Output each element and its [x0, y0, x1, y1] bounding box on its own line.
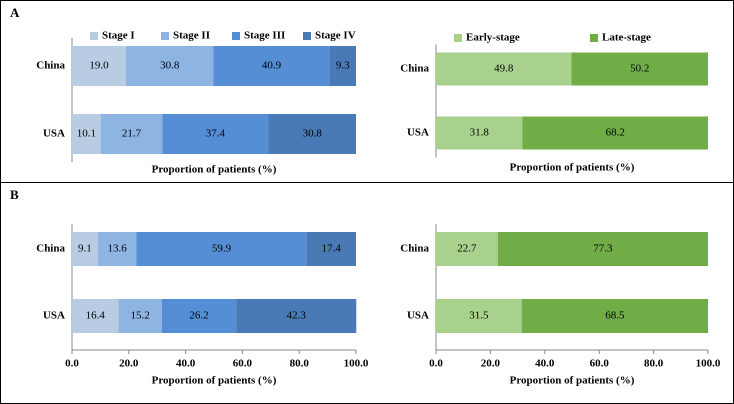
- value-label: 22.7: [457, 243, 477, 255]
- value-label: 9.1: [78, 243, 92, 255]
- category-label: China: [400, 63, 429, 75]
- legend-swatch: [232, 32, 240, 40]
- value-label: 15.2: [131, 310, 150, 322]
- bar-segment: [97, 232, 137, 266]
- bar-segment: [521, 299, 708, 333]
- bar-segment: [436, 299, 522, 333]
- x-tick-label: 20.0: [481, 358, 501, 370]
- x-tick-label: 80.0: [644, 358, 664, 370]
- legend-label: Stage IV: [315, 30, 356, 42]
- bar-segment: [571, 52, 708, 86]
- legend-swatch: [454, 34, 462, 42]
- legend-swatch: [161, 32, 169, 40]
- value-label: 16.4: [86, 310, 106, 322]
- bar-segment: [72, 46, 126, 86]
- x-tick-label: 40.0: [176, 358, 196, 370]
- bar-segment: [306, 232, 356, 266]
- value-label: 13.6: [108, 243, 128, 255]
- bar-segment: [329, 46, 356, 86]
- value-label: 68.5: [605, 310, 625, 322]
- value-label: 68.2: [606, 127, 625, 139]
- bar-segment: [125, 46, 214, 86]
- value-label: 10.1: [77, 128, 96, 140]
- bar-segment: [118, 299, 162, 333]
- bar-segment: [136, 232, 307, 266]
- category-label: USA: [43, 128, 65, 140]
- x-axis-label: Proportion of patients (%): [510, 162, 635, 174]
- bar-segment: [72, 232, 98, 266]
- x-tick-label: 0.0: [65, 358, 79, 370]
- bar-segment: [213, 46, 330, 86]
- legend-label: Stage I: [102, 30, 135, 42]
- legend-label: Stage II: [173, 30, 210, 42]
- x-tick-label: 0.0: [429, 358, 443, 370]
- legend-label: Stage III: [244, 30, 285, 42]
- bar-segment: [236, 299, 357, 333]
- bar-segment: [436, 52, 572, 86]
- bar-segment: [436, 116, 523, 150]
- value-label: 9.3: [336, 60, 350, 72]
- x-axis-label: Proportion of patients (%): [152, 164, 277, 176]
- value-label: 37.4: [206, 128, 226, 140]
- bar-segment: [268, 114, 356, 154]
- value-label: 42.3: [287, 310, 307, 322]
- legend-label: Early-stage: [466, 32, 520, 44]
- bar-segment: [161, 299, 237, 333]
- value-label: 49.8: [494, 63, 514, 75]
- panel-label: A: [10, 5, 20, 20]
- value-label: 31.5: [469, 310, 489, 322]
- category-label: China: [36, 243, 65, 255]
- x-tick-label: 60.0: [590, 358, 610, 370]
- category-label: USA: [43, 310, 65, 322]
- value-label: 59.9: [212, 243, 232, 255]
- value-label: 19.0: [89, 60, 109, 72]
- category-label: China: [36, 60, 65, 72]
- value-label: 31.8: [470, 127, 490, 139]
- x-axis-label: Proportion of patients (%): [152, 375, 277, 387]
- x-tick-label: 20.0: [119, 358, 139, 370]
- value-label: 30.8: [303, 128, 323, 140]
- value-label: 50.2: [630, 63, 649, 75]
- bar-segment: [72, 299, 119, 333]
- legend-label: Late-stage: [602, 32, 651, 44]
- bar-segment: [436, 232, 498, 266]
- bar-segment: [497, 232, 708, 266]
- category-label: China: [400, 243, 429, 255]
- legend-swatch: [590, 34, 598, 42]
- legend-swatch: [90, 32, 98, 40]
- value-label: 40.9: [262, 60, 282, 72]
- x-tick-label: 80.0: [290, 358, 310, 370]
- category-label: USA: [407, 127, 429, 139]
- value-label: 26.2: [189, 310, 208, 322]
- x-tick-label: 100.0: [696, 358, 721, 370]
- x-tick-label: 100.0: [344, 358, 369, 370]
- panel-label: B: [10, 187, 19, 202]
- x-axis-label: Proportion of patients (%): [510, 375, 635, 387]
- value-label: 30.8: [160, 60, 180, 72]
- bar-segment: [162, 114, 269, 154]
- bar-segment: [100, 114, 163, 154]
- bar-segment: [522, 116, 708, 150]
- x-tick-label: 60.0: [233, 358, 253, 370]
- legend-swatch: [303, 32, 311, 40]
- x-tick-label: 40.0: [535, 358, 555, 370]
- value-label: 77.3: [593, 243, 613, 255]
- value-label: 17.4: [322, 243, 342, 255]
- bar-segment: [72, 114, 101, 154]
- value-label: 21.7: [122, 128, 142, 140]
- category-label: USA: [407, 310, 429, 322]
